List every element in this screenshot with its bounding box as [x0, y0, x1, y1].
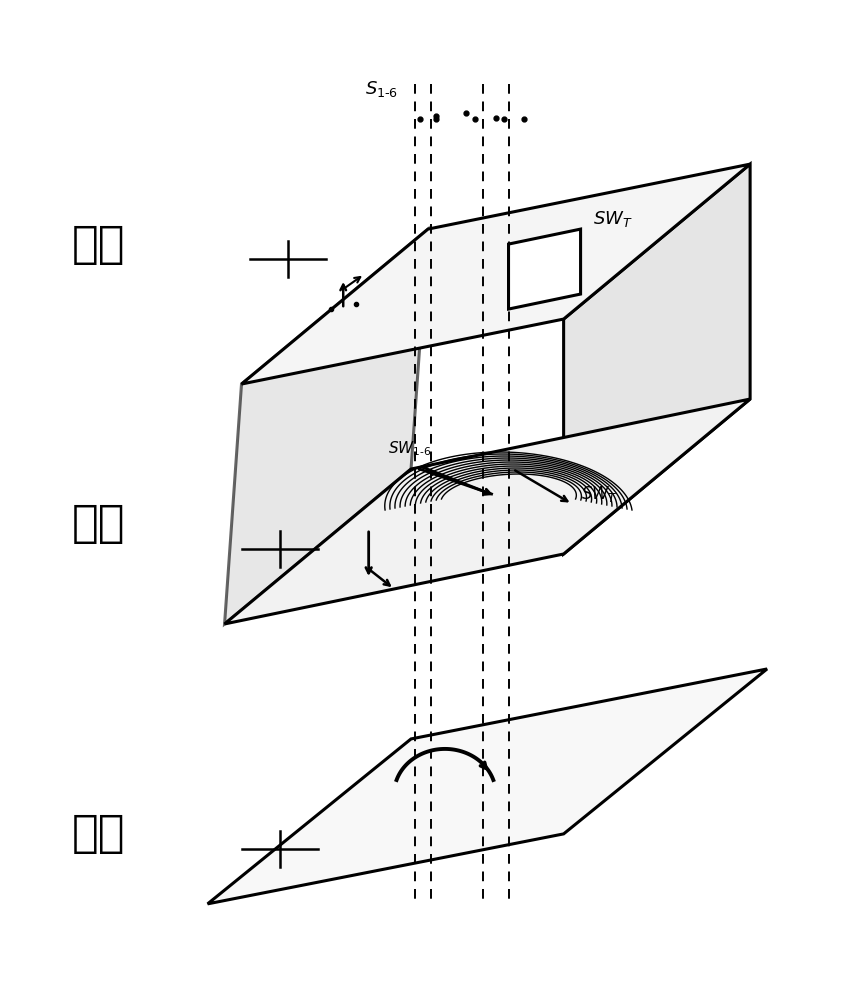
Text: $SW_T$: $SW_T$ [593, 209, 633, 229]
Polygon shape [241, 164, 750, 384]
Text: 中层: 中层 [72, 503, 126, 545]
Text: $SW_T$: $SW_T$ [580, 484, 617, 504]
Polygon shape [563, 164, 750, 554]
Polygon shape [508, 229, 580, 309]
Polygon shape [208, 669, 767, 904]
Text: 上层: 上层 [72, 223, 126, 265]
Text: 下层: 下层 [72, 812, 126, 856]
Text: $S_{1\text{-}6}$: $S_{1\text{-}6}$ [365, 80, 398, 99]
Text: $SW_{1\text{-}6}$: $SW_{1\text{-}6}$ [388, 439, 431, 459]
Polygon shape [224, 229, 428, 624]
Polygon shape [224, 399, 750, 624]
